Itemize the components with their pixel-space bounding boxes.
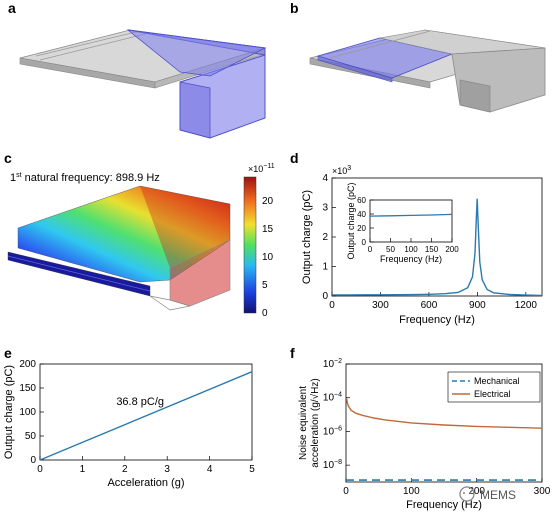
colorbar-tick-label: 10 [262,252,274,263]
y-tick-label: 0 [362,238,367,247]
x-tick-label: 100 [403,486,420,497]
y-tick-label: 4 [322,173,328,184]
inset-y-axis-label: Output charge (pC) [346,182,356,259]
x-tick-label: 50 [386,245,395,254]
panel-c-model [7,185,231,311]
y-multiplier: ×103 [332,165,351,176]
electrical-noise-curve [346,398,543,429]
legend-box [447,371,541,403]
y-tick-label: 60 [357,196,366,205]
resonance-curve [332,198,543,297]
colorbar: ×10−11 20 15 10 5 0 [243,163,275,319]
charge-line [39,371,253,461]
watermark-text: MEMS [480,488,516,502]
y-tick-label: 100 [19,407,36,418]
x-axis-label: Acceleration (g) [107,477,184,489]
x-tick-label: 300 [534,486,551,497]
y-tick-label: 40 [357,210,366,219]
y-tick-label: 150 [19,383,36,394]
y-axis-label-line2: acceleration (g/√Hz) [309,378,321,467]
y-tick-label: 10−8 [323,459,342,471]
x-tick-label: 900 [469,300,486,311]
panel-b-model [309,29,546,113]
x-tick-label: 150 [425,245,439,254]
inset-curve [369,213,453,217]
x-tick-label: 300 [372,300,389,311]
y-tick-label: 10−2 [323,358,342,370]
x-tick-label: 600 [421,300,438,311]
x-tick-label: 5 [249,464,255,475]
x-tick-label: 0 [37,464,43,475]
panel-label-a: a [8,0,16,16]
inset-background [370,200,452,242]
x-axis-label: Frequency (Hz) [399,314,475,326]
plot-frame [39,363,253,461]
x-tick-label: 0 [368,245,373,254]
chart-f-noise-equivalent-acceleration: 0 100 200 300 10−8 10−6 10−4 10−2 Mechanical Elec… [298,358,551,511]
inset-x-axis-label: Frequency (Hz) [380,254,442,264]
legend-label-electrical: Electrical [474,389,511,399]
legend-label-mechanical: Mechanical [474,376,520,386]
plot-frame [345,363,543,483]
colorbar-exponent: ×10−11 [248,163,275,174]
colorbar-tick-label: 20 [262,196,274,207]
x-tick-label: 100 [404,245,418,254]
x-axis-label: Frequency (Hz) [406,499,482,511]
y-axis-label: Output charge (pC) [3,365,15,459]
x-tick-label: 2 [122,464,128,475]
y-tick-label: 20 [357,224,366,233]
panel-label-d: d [290,150,299,166]
y-tick-label: 3 [322,203,328,214]
y-tick-label: 1 [322,262,328,273]
wechat-icon [459,486,475,502]
x-tick-label: 3 [164,464,170,475]
panel-label-f: f [290,345,295,361]
y-axis-label-line1: Noise equivalent [298,386,309,460]
x-tick-label: 200 [468,486,485,497]
y-tick-label: 50 [25,431,37,442]
colorbar-tick-label: 15 [262,224,274,235]
x-tick-label: 4 [207,464,213,475]
x-tick-label: 200 [445,245,459,254]
y-tick-label: 0 [322,291,328,302]
y-tick-label: 200 [19,359,36,370]
y-tick-label: 0 [30,455,36,466]
colorbar-tick-label: 0 [262,308,268,319]
x-tick-label: 1200 [515,300,538,311]
panel-label-e: e [4,345,12,361]
panel-a-model [19,29,267,139]
panel-label-b: b [290,0,299,16]
x-tick-label: 0 [329,300,335,311]
sensitivity-annotation: 36.8 pC/g [116,396,164,408]
y-tick-label: 10−6 [323,425,342,437]
colorbar-gradient [243,176,257,314]
panel-label-c: c [4,150,12,166]
y-axis-label: Output charge (pC) [301,190,313,284]
x-tick-label: 1 [80,464,86,475]
natural-frequency-title: 1st natural frequency: 898.9 Hz [10,172,160,184]
x-tick-label: 0 [343,486,349,497]
y-tick-label: 10−4 [323,392,342,404]
y-tick-label: 2 [322,232,328,243]
colorbar-tick-label: 5 [262,280,268,291]
